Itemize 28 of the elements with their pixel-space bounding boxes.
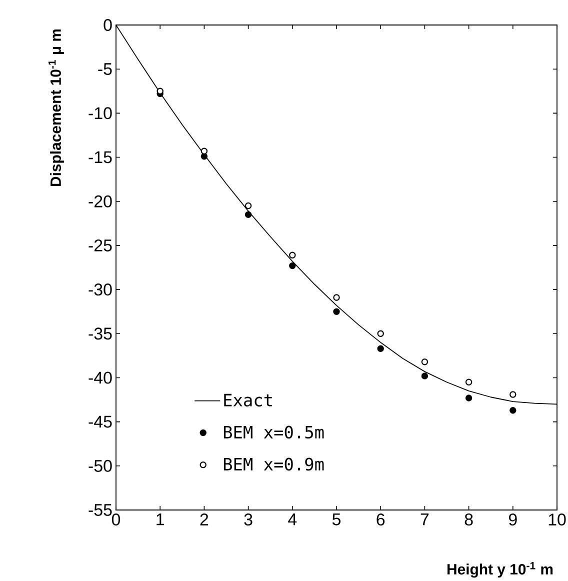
y-tick-label: -50 [88,460,112,472]
x-tick-label: 5 [332,514,340,526]
y-tick-label: -20 [88,195,112,208]
x-tick-label: 3 [244,514,252,526]
y-axis-title: Displacement 10$^{-1}$ μ m [48,29,64,186]
y-tick-label: -40 [88,372,112,384]
y-tick-label: -25 [88,239,112,252]
y-tick-label: -55 [88,504,112,516]
legend-label: BEM x=0.9m [224,458,324,471]
x-tick-label: 1 [156,514,164,526]
y-tick-label: -15 [88,151,112,164]
y-tick-label: 0 [104,19,112,31]
x-tick-label: 9 [508,514,517,526]
y-tick-label: -5 [98,63,112,76]
x-tick-label: 8 [464,514,473,526]
x-tick-label: 7 [420,514,429,526]
y-tick-label: -45 [88,416,112,428]
x-tick-label: 2 [200,514,208,526]
x-tick-label: 10 [548,514,566,526]
y-tick-label: -10 [88,107,112,120]
y-tick-label: -30 [88,284,112,296]
x-tick-label: 6 [376,514,385,526]
x-axis-title: Height y 10$^{-1}$ m [448,562,553,578]
x-tick-label: 0 [112,514,120,526]
y-tick-label: -35 [88,328,112,340]
legend-label: Exact [224,394,272,407]
x-tick-label: 4 [288,514,297,526]
legend-label: BEM x=0.5m [224,426,324,439]
